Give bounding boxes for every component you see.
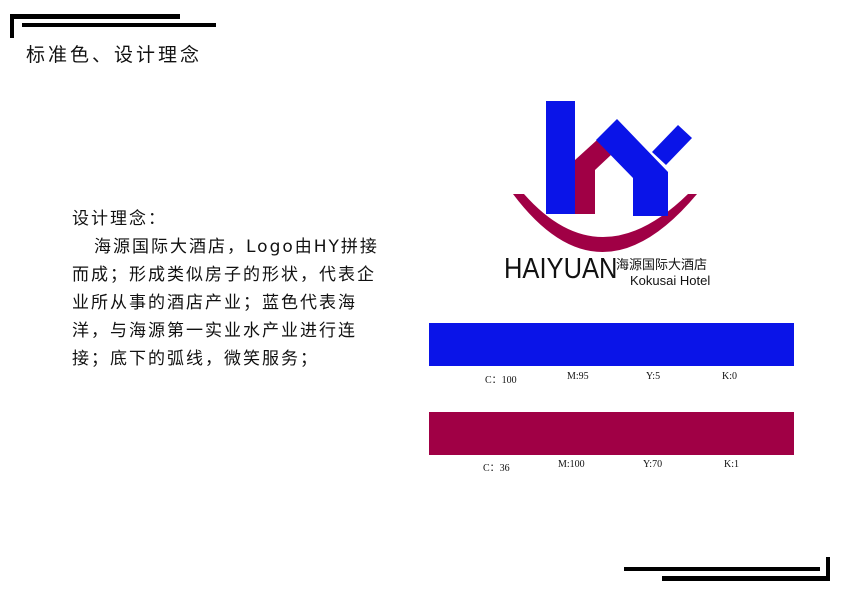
design-concept-label: 设计理念：	[72, 209, 167, 229]
swatch-crimson-k: K:1	[724, 459, 739, 470]
hotel-logo: HAIYUAN 海源国际大酒店 Kokusai Hotel	[500, 98, 740, 298]
y-left-arm	[596, 119, 668, 216]
roof-crimson	[575, 140, 612, 214]
smile-arc	[513, 194, 697, 252]
swatch-crimson-m: M:100	[558, 459, 585, 470]
swatch-crimson-y: Y:70	[643, 459, 663, 470]
swatch-blue-c: C：100	[485, 375, 517, 386]
y-right-arm	[652, 125, 692, 165]
hy-house-smile-logo-icon	[513, 101, 697, 252]
swatch-blue-y: Y:5	[646, 371, 661, 382]
brand-name-chinese: 海源国际大酒店	[616, 258, 708, 273]
swatch-blue	[429, 323, 794, 366]
swatch-blue-k: K:0	[722, 371, 737, 382]
top-left-bar-vertical	[10, 14, 14, 38]
swatch-blue-m: M:95	[567, 371, 589, 382]
page-title: 标准色、设计理念	[26, 44, 203, 66]
swatch-crimson-c: C：36	[483, 463, 510, 474]
bottom-right-bar-thin	[624, 567, 820, 571]
bottom-right-bar-vertical	[826, 557, 830, 581]
bottom-right-bar-thick	[662, 576, 830, 581]
top-left-bar-thin	[22, 23, 216, 27]
swatch-crimson	[429, 412, 794, 455]
design-concept-body: 海源国际大酒店，Logo由HY拼接而成；形成类似房子的形状，代表企业所从事的酒店…	[72, 237, 379, 369]
design-concept: 设计理念： 海源国际大酒店，Logo由HY拼接而成；形成类似房子的形状，代表企业…	[72, 205, 392, 373]
h-stem	[546, 101, 575, 214]
brand-name-english: Kokusai Hotel	[630, 273, 711, 288]
top-left-bar-thick	[10, 14, 180, 19]
brand-name-latin: HAIYUAN	[504, 253, 618, 285]
